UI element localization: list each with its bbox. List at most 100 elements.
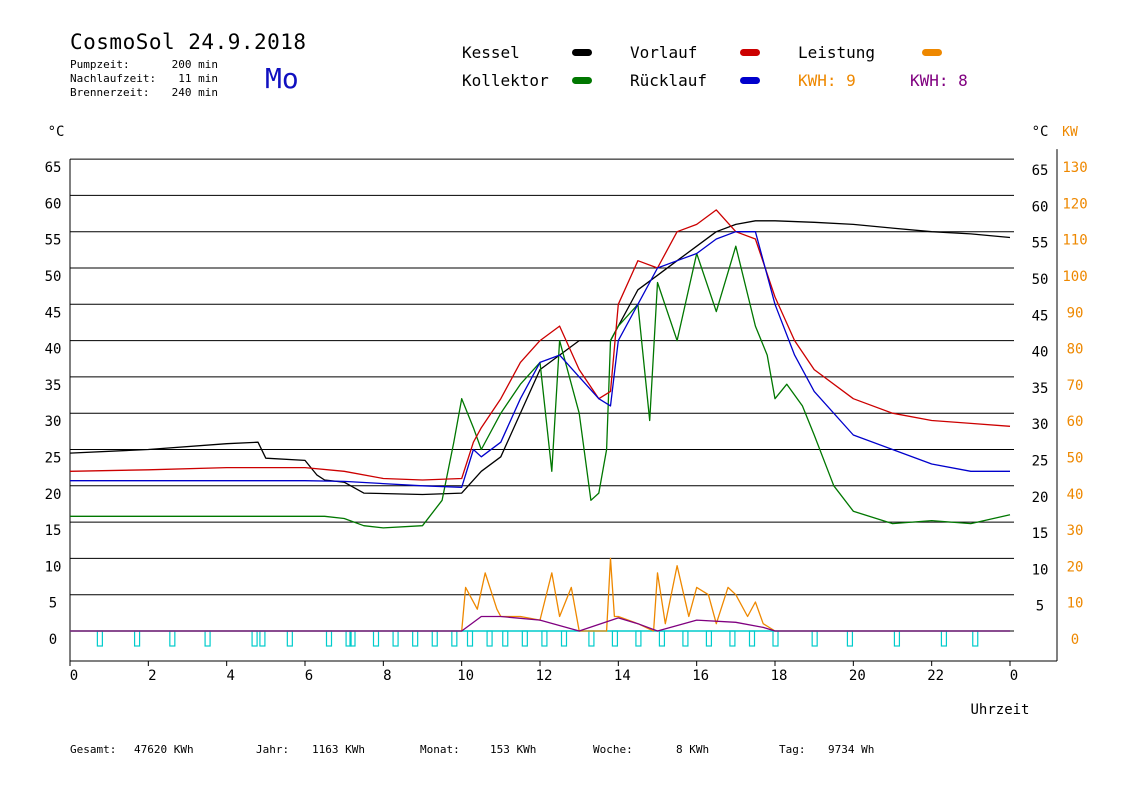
y-tick-right-power-label: 30	[1067, 523, 1084, 539]
param-label: Pumpzeit:	[70, 58, 130, 71]
legend-kessel-swatch	[572, 49, 592, 56]
x-tick-label: 4	[226, 668, 234, 684]
y-axis-left-unit: °C	[48, 124, 65, 140]
y-tick-left-label: 10	[45, 559, 62, 575]
x-tick-label: 22	[927, 668, 944, 684]
pump-pulse	[560, 630, 568, 647]
param-value: 11 min	[178, 72, 218, 85]
pump-pulse	[486, 630, 493, 647]
pump-pulse	[588, 630, 595, 647]
pump-pulse	[940, 630, 948, 647]
y-tick-left-label: 20	[45, 487, 62, 503]
pump-pulse	[286, 630, 293, 647]
pump-pulse	[412, 630, 419, 647]
param-row-brennerzeit: Brennerzeit: 240 min	[70, 86, 218, 100]
y-tick-right-temp-label: 20	[1032, 490, 1049, 506]
x-tick-label: 10	[457, 668, 474, 684]
y-tick-right-temp-label: 15	[1032, 526, 1049, 542]
pump-pulse	[451, 630, 458, 647]
y-tick-right-temp-label: 55	[1032, 236, 1049, 252]
weekday-label: Mo	[265, 62, 299, 95]
y-tick-left-label: 30	[45, 414, 62, 430]
footer-woche-label: Woche:	[593, 743, 633, 756]
y-tick-right-power-label: 50	[1067, 451, 1084, 467]
y-tick-right-temp-label: 65	[1032, 163, 1049, 179]
pump-pulse	[169, 630, 176, 647]
pump-pulse	[325, 630, 333, 647]
legend-vorlauf-label: Vorlauf	[630, 43, 698, 62]
legend-kwh-purple: KWH: 8	[910, 71, 968, 90]
pump-pulse	[682, 630, 689, 647]
footer-monat-label: Monat:	[420, 743, 460, 756]
y-tick-right-power-label: 90	[1067, 305, 1084, 321]
pump-pulse	[431, 630, 438, 647]
y-tick-right-power-label: 70	[1067, 378, 1084, 394]
y-tick-right-power-label: 100	[1062, 269, 1087, 285]
x-tick-label: 12	[536, 668, 553, 684]
pump-pulse	[705, 630, 713, 647]
y-tick-right-power-label: 60	[1067, 414, 1084, 430]
x-tick-label: 20	[849, 668, 866, 684]
legend-ruecklauf-label: Rücklauf	[630, 71, 708, 90]
footer-tag-label: Tag:	[779, 743, 806, 756]
x-tick-label: 0	[70, 668, 78, 684]
y-tick-left-label: 50	[45, 269, 62, 285]
footer-woche-value: 8 KWh	[676, 743, 710, 756]
y-tick-right-power-label: 10	[1067, 596, 1084, 612]
footer-jahr-label: Jahr:	[256, 743, 290, 756]
pump-pulse	[658, 630, 666, 647]
footer-jahr-value: 1163 KWh	[312, 743, 365, 756]
param-label: Brennerzeit:	[70, 86, 150, 99]
y-tick-right-temp-label: 30	[1032, 417, 1049, 433]
y-tick-left-label: 60	[45, 196, 62, 212]
x-tick-label: 0	[1010, 668, 1018, 684]
y-tick-right-temp-label: 35	[1032, 381, 1049, 397]
x-tick-label: 8	[383, 668, 391, 684]
legend-kwh-orange: KWH: 9	[798, 71, 856, 90]
series-line-kollektor	[70, 245, 1011, 529]
series-line-leistung	[70, 557, 1010, 632]
legend-leistung-swatch	[922, 49, 942, 56]
pump-pulse	[521, 630, 528, 647]
y-tick-left-label: 5	[49, 596, 57, 612]
footer-tag-value: 9734 Wh	[828, 743, 875, 756]
pump-pulse	[846, 630, 854, 647]
y-tick-left-label: 25	[45, 451, 62, 467]
legend-kollektor-label: Kollektor	[462, 71, 549, 90]
series-line-vorlauf	[69, 209, 1011, 481]
series-line-kessel	[69, 220, 1011, 496]
page-title: CosmoSol 24.9.2018	[70, 30, 307, 54]
legend-vorlauf-swatch	[740, 49, 760, 56]
series-line-kwh	[70, 615, 1010, 632]
pump-pulse	[466, 630, 474, 647]
x-tick-label: 18	[771, 668, 788, 684]
y-tick-right-power-label: 20	[1067, 559, 1084, 575]
y-tick-right-power-label: 80	[1067, 342, 1084, 358]
footer-monat-value: 153 KWh	[490, 743, 537, 756]
y-axis-power-unit: KW	[1062, 125, 1078, 140]
pump-pulse	[972, 630, 979, 647]
pump-pulse	[96, 630, 103, 647]
y-tick-right-temp-label: 50	[1032, 272, 1049, 288]
pump-pulse	[259, 630, 266, 647]
y-tick-left-label: 45	[45, 305, 62, 321]
pump-pulse	[251, 630, 258, 647]
pump-pulse	[133, 630, 141, 647]
pump-pulse	[729, 630, 736, 647]
pump-pulse	[541, 630, 548, 647]
y-tick-left-label: 15	[45, 523, 62, 539]
pump-pulse	[502, 630, 509, 647]
footer-gesamt-label: Gesamt:	[70, 743, 117, 756]
y-tick-right-power-label: 110	[1062, 233, 1087, 249]
y-tick-right-power-label: 40	[1067, 487, 1084, 503]
legend-leistung-label: Leistung	[798, 43, 876, 62]
y-tick-right-power-label: 130	[1062, 160, 1087, 176]
pump-pulse	[893, 630, 901, 647]
x-tick-label: 16	[692, 668, 709, 684]
y-tick-right-temp-label: 5	[1036, 599, 1044, 615]
param-row-nachlaufzeit: Nachlaufzeit: 11 min	[70, 72, 218, 86]
y-tick-left-label: 40	[45, 342, 62, 358]
legend-kollektor-swatch	[572, 77, 592, 84]
pump-pulse	[635, 630, 642, 647]
